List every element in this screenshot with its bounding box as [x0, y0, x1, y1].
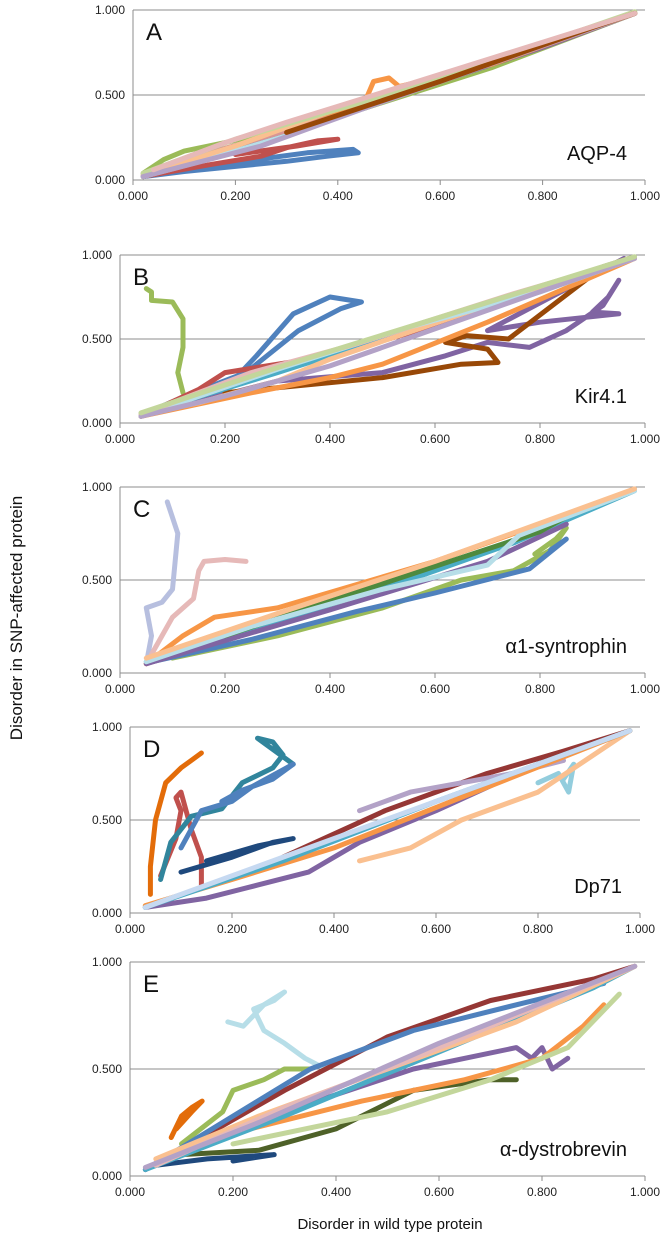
- x-tick-label: 0.600: [425, 189, 455, 203]
- panel-letter: A: [146, 19, 162, 46]
- series-line-11: [138, 255, 637, 419]
- series-line-4: [149, 536, 569, 665]
- series-line-1: [147, 750, 204, 897]
- series-line-11: [143, 486, 637, 661]
- x-tick-label: 0.800: [525, 682, 555, 696]
- x-tick-label: 0.800: [525, 432, 555, 446]
- y-tick-label: 1.000: [95, 3, 125, 17]
- series-line-1: [143, 499, 181, 667]
- protein-label: Dp71: [574, 876, 622, 898]
- series-line-9: [230, 1002, 607, 1136]
- y-tick-label: 0.000: [95, 173, 125, 187]
- series-line-4: [222, 255, 632, 396]
- x-tick-label: 0.600: [424, 1185, 454, 1199]
- x-tick-label: 1.000: [630, 682, 660, 696]
- panel-D: 0.000 0.500 1.000 0.000 0.200 0.400 0.600 0.800…: [92, 720, 655, 936]
- x-tick-label: 1.000: [630, 189, 660, 203]
- series-line-7: [153, 1152, 277, 1168]
- series-line-2: [140, 136, 341, 180]
- series-line-10: [230, 991, 622, 1147]
- y-tick-label: 0.500: [95, 88, 125, 102]
- panel-A: 0.000 0.500 1.000 0.000 0.200 0.400 0.600 0.800…: [95, 3, 660, 203]
- series-line-1: [143, 286, 186, 396]
- series-line-1: [225, 989, 329, 1072]
- panel-letter: D: [143, 736, 160, 763]
- x-tick-label: 0.200: [217, 922, 247, 936]
- x-tick-label: 0.600: [421, 922, 451, 936]
- series-line-4: [178, 761, 296, 851]
- series-line-3: [158, 735, 296, 882]
- y-tick-label: 1.000: [82, 480, 112, 494]
- series-line-5: [142, 963, 638, 1173]
- y-tick-label: 0.500: [82, 332, 112, 346]
- series-group: [142, 963, 638, 1173]
- y-tick-label: 0.500: [92, 813, 122, 827]
- x-tick-label: 0.400: [315, 432, 345, 446]
- x-tick-label: 0.000: [105, 432, 135, 446]
- series-line-10: [357, 728, 633, 864]
- y-axis-title: Disorder in SNP-affected protein: [7, 496, 26, 740]
- y-tick-label: 0.000: [92, 1169, 122, 1183]
- x-tick-label: 0.400: [321, 1185, 351, 1199]
- series-line-6: [142, 980, 607, 1173]
- series-line-6: [138, 255, 637, 419]
- series-group: [143, 486, 637, 667]
- series-group: [142, 728, 633, 910]
- series-line-12: [138, 254, 637, 416]
- x-tick-label: 0.000: [115, 1185, 145, 1199]
- y-tick-label: 0.000: [82, 666, 112, 680]
- x-tick-label: 0.400: [323, 189, 353, 203]
- x-tick-label: 0.600: [420, 682, 450, 696]
- protein-label: α1-syntrophin: [505, 636, 627, 658]
- x-tick-label: 1.000: [630, 1185, 660, 1199]
- protein-label: Kir4.1: [575, 386, 627, 408]
- panel-C: 0.000 0.500 1.000 0.000 0.200 0.400 0.600 0.800…: [82, 480, 660, 696]
- series-line-2: [149, 557, 249, 657]
- x-tick-label: 0.800: [527, 1185, 557, 1199]
- x-tick-label: 0.200: [210, 432, 240, 446]
- y-tick-label: 1.000: [82, 248, 112, 262]
- x-tick-label: 0.800: [528, 189, 558, 203]
- series-group: [140, 9, 638, 180]
- x-tick-label: 0.400: [319, 922, 349, 936]
- x-tick-label: 0.000: [118, 189, 148, 203]
- series-line-2: [179, 1066, 313, 1147]
- series-line-14: [142, 963, 638, 1170]
- y-tick-label: 0.500: [92, 1062, 122, 1076]
- x-tick-label: 1.000: [630, 432, 660, 446]
- series-group: [138, 254, 637, 419]
- x-tick-label: 1.000: [625, 922, 655, 936]
- x-tick-label: 0.200: [220, 189, 250, 203]
- protein-label: AQP-4: [567, 143, 627, 165]
- y-tick-label: 0.000: [92, 906, 122, 920]
- panel-letter: B: [133, 264, 149, 291]
- panels: 0.000 0.500 1.000 0.000 0.200 0.400 0.600 0.800…: [82, 3, 660, 1199]
- x-tick-label: 0.000: [105, 682, 135, 696]
- protein-label: α-dystrobrevin: [500, 1139, 627, 1161]
- series-line-13: [151, 10, 638, 173]
- series-line-10: [143, 488, 637, 665]
- panel-letter: C: [133, 496, 150, 523]
- x-tick-label: 0.200: [210, 682, 240, 696]
- panel-letter: E: [143, 971, 159, 998]
- y-tick-label: 1.000: [92, 720, 122, 734]
- x-tick-label: 0.200: [218, 1185, 248, 1199]
- x-tick-label: 0.600: [420, 432, 450, 446]
- x-axis-title: Disorder in wild type protein: [297, 1216, 482, 1233]
- panel-E: 0.000 0.500 1.000 0.000 0.200 0.400 0.600 0.800…: [92, 955, 660, 1199]
- y-tick-label: 0.000: [82, 416, 112, 430]
- y-tick-label: 1.000: [92, 955, 122, 969]
- x-tick-label: 0.000: [115, 922, 145, 936]
- series-line-3: [168, 1098, 205, 1140]
- y-tick-label: 0.500: [82, 573, 112, 587]
- x-tick-label: 0.400: [315, 682, 345, 696]
- series-line-3: [138, 255, 627, 419]
- series-line-5: [178, 836, 296, 875]
- series-line-8: [282, 1045, 571, 1115]
- panel-B: 0.000 0.500 1.000 0.000 0.200 0.400 0.600 0.800…: [82, 248, 660, 446]
- x-tick-label: 0.800: [523, 922, 553, 936]
- series-line-13: [142, 728, 633, 910]
